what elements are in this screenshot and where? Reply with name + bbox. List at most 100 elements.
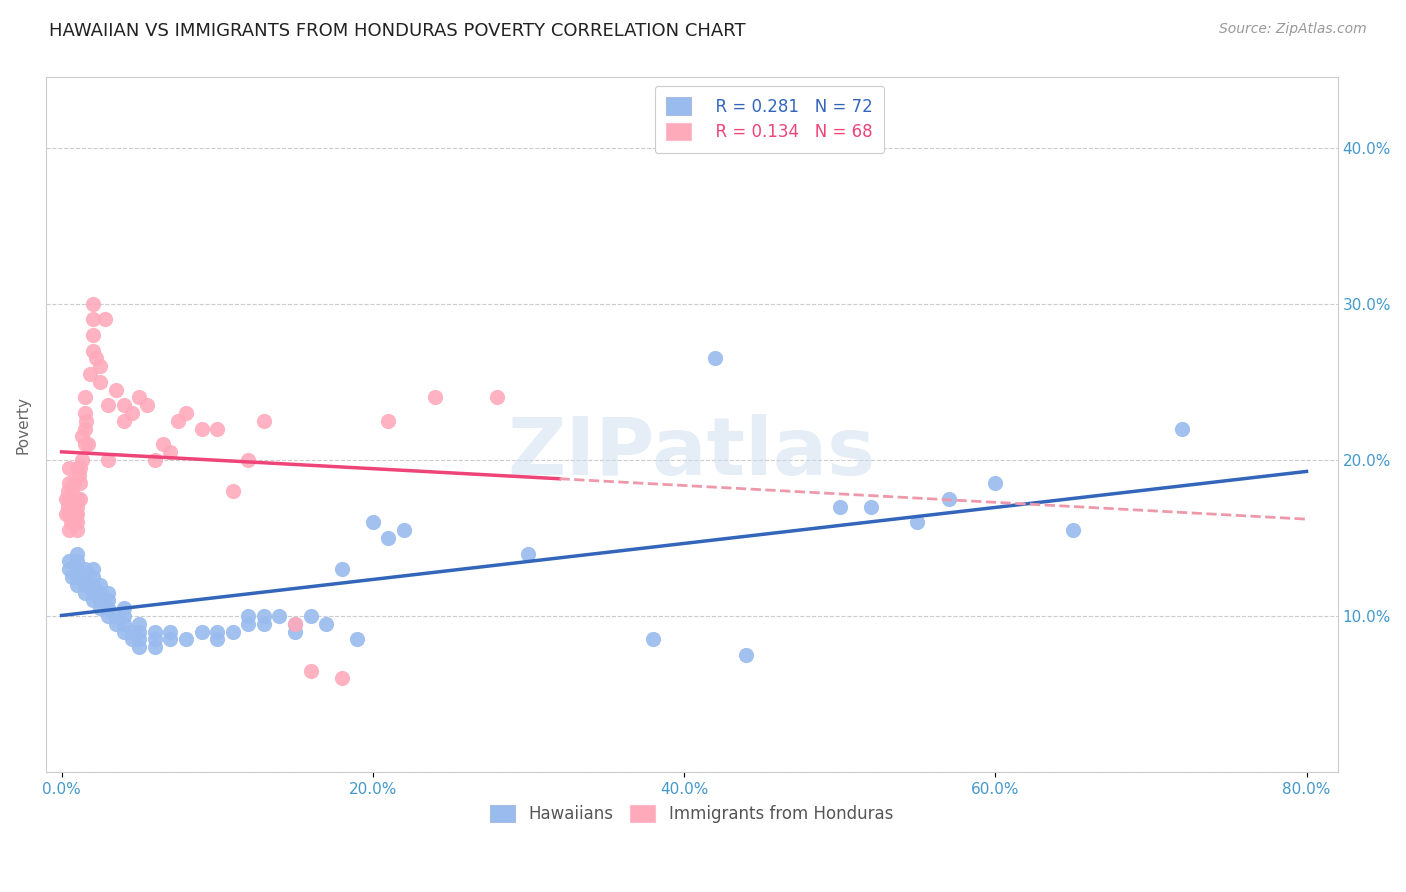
Point: [84, 351, 107, 366]
Point: [253, 414, 276, 428]
Point: [66, 547, 89, 561]
Point: [66, 516, 89, 530]
Point: [222, 624, 245, 639]
Point: [79, 367, 101, 381]
Point: [69, 460, 91, 475]
Point: [205, 632, 228, 647]
Point: [128, 616, 150, 631]
Point: [82, 593, 104, 607]
Point: [112, 398, 135, 412]
Point: [56, 500, 79, 514]
Point: [143, 640, 166, 655]
Point: [66, 570, 89, 584]
Point: [73, 437, 96, 451]
Point: [97, 585, 120, 599]
Point: [377, 531, 399, 545]
Point: [735, 648, 758, 662]
Point: [82, 343, 104, 358]
Legend: Hawaiians, Immigrants from Honduras: Hawaiians, Immigrants from Honduras: [481, 795, 903, 833]
Point: [66, 508, 89, 522]
Point: [58, 460, 80, 475]
Point: [66, 460, 89, 475]
Point: [361, 516, 384, 530]
Point: [253, 616, 276, 631]
Point: [67, 468, 90, 483]
Point: [330, 672, 353, 686]
Point: [128, 640, 150, 655]
Point: [75, 414, 97, 428]
Point: [423, 391, 446, 405]
Point: [73, 422, 96, 436]
Point: [82, 578, 104, 592]
Point: [66, 500, 89, 514]
Point: [63, 476, 86, 491]
Point: [392, 523, 415, 537]
Text: Source: ZipAtlas.com: Source: ZipAtlas.com: [1219, 22, 1367, 37]
Point: [89, 359, 111, 374]
Point: [167, 414, 190, 428]
Point: [66, 578, 89, 592]
Point: [1171, 422, 1194, 436]
Point: [238, 453, 260, 467]
Point: [82, 585, 104, 599]
Point: [112, 616, 135, 631]
Point: [82, 312, 104, 326]
Point: [82, 328, 104, 343]
Point: [73, 406, 96, 420]
Point: [73, 570, 96, 584]
Text: HAWAIIAN VS IMMIGRANTS FROM HONDURAS POVERTY CORRELATION CHART: HAWAIIAN VS IMMIGRANTS FROM HONDURAS POV…: [49, 22, 745, 40]
Point: [128, 624, 150, 639]
Point: [70, 453, 93, 467]
Point: [58, 523, 80, 537]
Point: [69, 491, 91, 506]
Point: [159, 624, 181, 639]
Point: [73, 562, 96, 576]
Point: [59, 516, 82, 530]
Point: [82, 570, 104, 584]
Point: [97, 398, 120, 412]
Point: [330, 562, 353, 576]
Point: [69, 476, 91, 491]
Point: [859, 500, 882, 514]
Text: ZIPatlas: ZIPatlas: [508, 414, 876, 491]
Point: [315, 616, 337, 631]
Point: [205, 624, 228, 639]
Point: [97, 609, 120, 624]
Point: [105, 383, 128, 397]
Point: [1062, 523, 1084, 537]
Point: [152, 437, 174, 451]
Point: [89, 585, 111, 599]
Point: [73, 585, 96, 599]
Point: [62, 484, 84, 499]
Point: [143, 624, 166, 639]
Point: [938, 491, 960, 506]
Point: [284, 616, 307, 631]
Point: [299, 664, 322, 678]
Point: [66, 523, 89, 537]
Point: [143, 632, 166, 647]
Point: [66, 554, 89, 568]
Point: [97, 601, 120, 615]
Point: [704, 351, 727, 366]
Point: [58, 476, 80, 491]
Point: [58, 554, 80, 568]
Point: [907, 516, 929, 530]
Point: [641, 632, 664, 647]
Point: [58, 508, 80, 522]
Point: [94, 312, 117, 326]
Point: [66, 491, 89, 506]
Point: [346, 632, 368, 647]
Point: [65, 491, 87, 506]
Point: [82, 297, 104, 311]
Point: [299, 609, 322, 624]
Point: [238, 609, 260, 624]
Point: [55, 491, 77, 506]
Point: [377, 414, 399, 428]
Point: [174, 406, 197, 420]
Point: [62, 500, 84, 514]
Y-axis label: Poverty: Poverty: [15, 396, 30, 454]
Point: [97, 453, 120, 467]
Point: [486, 391, 509, 405]
Point: [112, 624, 135, 639]
Point: [56, 484, 79, 499]
